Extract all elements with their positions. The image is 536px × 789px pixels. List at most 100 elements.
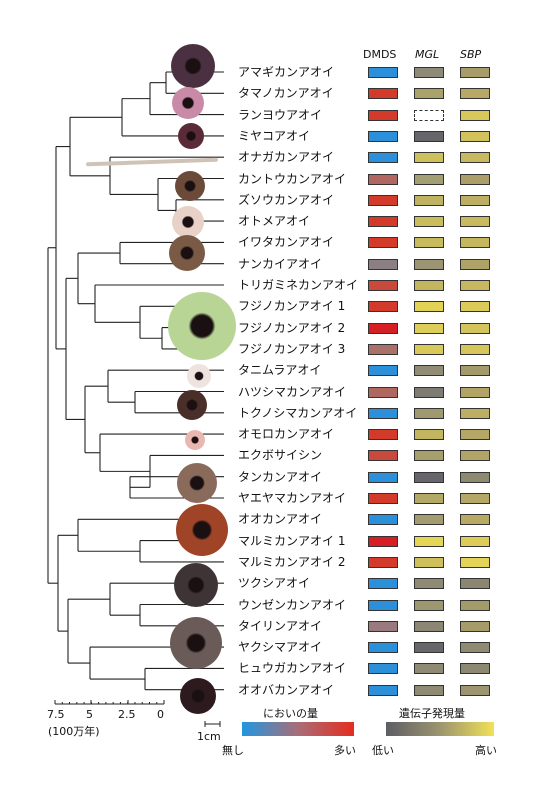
species-name: ナンカイアオイ [238,256,323,271]
mgl-cell [414,514,444,526]
mgl-cell [414,684,444,696]
sbp-cell [460,194,490,206]
mgl-cell [414,493,444,504]
sbp-cell [460,152,490,164]
species-name: カントウカンアオイ [238,171,347,186]
dmds-cell [368,343,398,355]
sbp-cell [460,237,490,249]
species-name: ツクシアオイ [238,576,311,591]
species-name: オトメアオイ [238,214,311,229]
sbp-cell [460,386,490,398]
dmds-cell [368,258,398,270]
dmds-cell [368,471,398,483]
sbp-cell [460,514,490,526]
mgl-cell [414,237,444,249]
mgl-cell [414,152,444,164]
mgl-cell [414,578,444,590]
odor-legend-bar [242,722,354,736]
mgl-cell [414,130,444,142]
flower-photo [169,235,205,271]
dmds-cell [368,493,398,504]
species-name: ウンゼンカンアオイ [238,597,347,612]
flower-photo [180,678,216,714]
sbp-cell [460,429,490,441]
mgl-cell [414,88,444,100]
sbp-cell [460,556,490,568]
dmds-cell [368,216,398,228]
flower-scale-label: 1cm [197,730,221,743]
sbp-cell [460,343,490,355]
mgl-cell [414,471,444,483]
odor-legend-low-label: 無し [222,744,244,757]
sbp-cell [460,216,490,228]
mgl-cell [414,67,444,78]
mgl-cell [414,365,444,377]
dmds-cell [368,578,398,590]
mgl-cell [414,343,444,355]
species-name: フジノカンアオイ 1 [238,299,346,314]
species-name: マルミカンアオイ 2 [238,554,346,569]
scale-tick-label: 7.5 [47,708,65,721]
column-header-sbp: SBP [460,48,482,61]
flower-photo [177,463,217,503]
mgl-cell [414,194,444,206]
odor-legend-high-label: 多い [334,744,356,757]
species-name: タニムラアオイ [238,363,322,378]
dmds-cell [368,642,398,654]
sbp-cell [460,599,490,611]
mgl-cell [414,620,444,632]
scale-tick-label: 5 [86,708,93,721]
sbp-cell [460,578,490,590]
mgl-cell [414,407,444,419]
flower-photo [172,206,204,238]
dmds-cell [368,556,398,568]
flower-photo [170,617,222,669]
flower-photo [185,430,205,450]
sbp-cell [460,493,490,504]
species-name: ヒュウガカンアオイ [238,661,347,676]
mgl-cell [414,556,444,568]
dmds-cell [368,322,398,334]
sbp-cell [460,663,490,675]
species-name: オオカンアオイ [238,512,323,527]
species-name: トクノシマカンアオイ [238,405,358,420]
dmds-cell [368,450,398,462]
dmds-cell [368,514,398,526]
odor-legend-title: においの量 [263,707,318,720]
sbp-cell [460,684,490,696]
dmds-cell [368,301,398,313]
dmds-cell [368,152,398,164]
dmds-cell [368,429,398,441]
sbp-cell [460,620,490,632]
dmds-cell [368,67,398,78]
species-name: イワタカンアオイ [238,235,335,250]
sbp-cell [460,365,490,377]
flower-photo [178,123,204,149]
dmds-cell [368,280,398,291]
dmds-cell [368,620,398,632]
mgl-cell [414,173,444,185]
mgl-cell [414,258,444,270]
species-name: オモロカンアオイ [238,427,335,442]
dmds-cell [368,535,398,547]
species-name: フジノカンアオイ 2 [238,320,346,335]
dmds-cell [368,407,398,419]
flower-photo [174,563,218,607]
sbp-cell [460,471,490,483]
dmds-cell [368,109,398,121]
flower-photo [175,171,205,201]
species-name: ヤクシマアオイ [238,640,323,655]
mgl-cell [414,386,444,398]
sbp-cell [460,407,490,419]
sbp-cell [460,642,490,654]
scale-unit-label: (100万年) [48,725,100,738]
dmds-cell [368,237,398,249]
sbp-cell [460,280,490,291]
sbp-cell [460,535,490,547]
mgl-cell [414,280,444,291]
dmds-cell [368,173,398,185]
mgl-cell [414,663,444,675]
species-name: ランヨウアオイ [238,107,323,122]
sbp-cell [460,67,490,78]
